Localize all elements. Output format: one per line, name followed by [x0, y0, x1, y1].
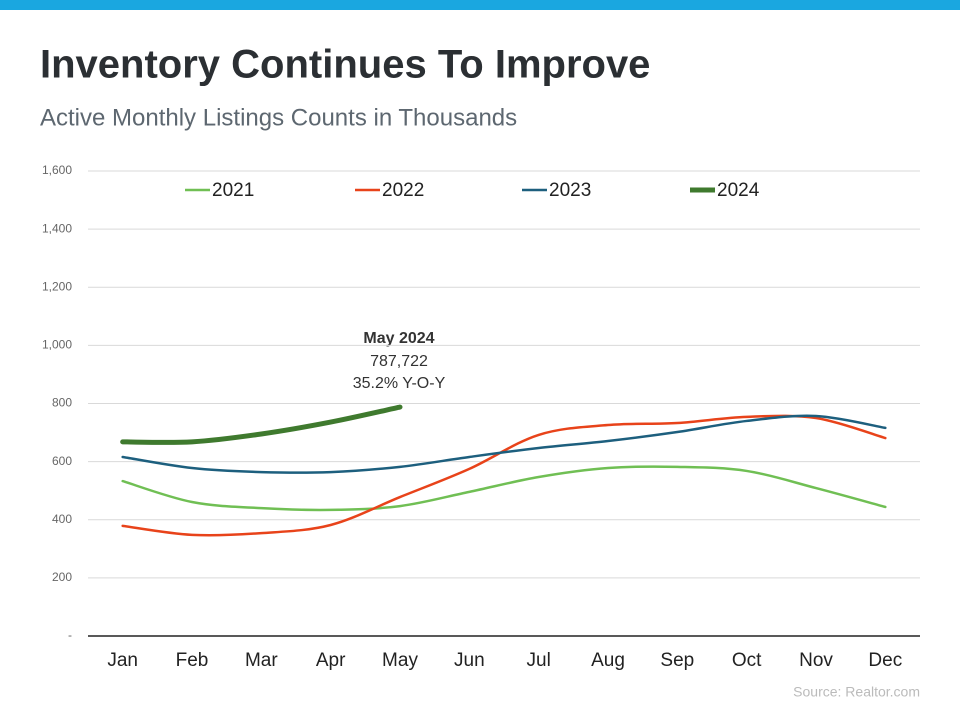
y-tick-label: 200	[52, 570, 72, 584]
y-tick-label: 600	[52, 454, 72, 468]
y-tick-label: 1,400	[42, 221, 72, 235]
legend-label: 2023	[549, 180, 591, 201]
y-tick-label: 800	[52, 396, 72, 410]
source: Source: Realtor.com	[793, 684, 920, 700]
x-tick-label: Jan	[107, 650, 138, 671]
annotation-change: 35.2% Y-O-Y	[353, 375, 446, 392]
series-line	[121, 414, 887, 537]
x-tick-label: Jun	[454, 650, 485, 671]
y-tick-label: -	[68, 628, 72, 642]
legend-label: 2022	[382, 180, 424, 201]
legend-label: 2021	[212, 180, 254, 201]
top-bar	[0, 0, 960, 10]
x-tick-label: May	[382, 650, 418, 671]
x-tick-label: Mar	[245, 650, 278, 671]
x-tick-label: Apr	[316, 650, 346, 671]
chart-title: Inventory Continues To Improve	[40, 43, 650, 87]
x-tick-label: Jul	[527, 650, 551, 671]
legend-label: 2024	[717, 180, 760, 201]
x-tick-label: Oct	[732, 650, 762, 671]
chart-subtitle: Active Monthly Listings Counts in Thousa…	[40, 104, 517, 131]
annotation-value: 787,722	[370, 353, 428, 370]
y-tick-label: 1,600	[42, 163, 72, 177]
x-tick-label: Sep	[660, 650, 694, 671]
y-tick-label: 1,200	[42, 279, 72, 293]
annotation-title: May 2024	[363, 330, 434, 347]
y-tick-label: 400	[52, 512, 72, 526]
x-tick-label: Nov	[799, 650, 833, 671]
series-line	[121, 414, 887, 474]
x-tick-label: Feb	[176, 650, 209, 671]
x-tick-label: Dec	[868, 650, 902, 671]
y-tick-label: 1,000	[42, 338, 72, 352]
x-tick-label: Aug	[591, 650, 625, 671]
series-line	[120, 404, 403, 445]
series-line	[121, 465, 887, 512]
